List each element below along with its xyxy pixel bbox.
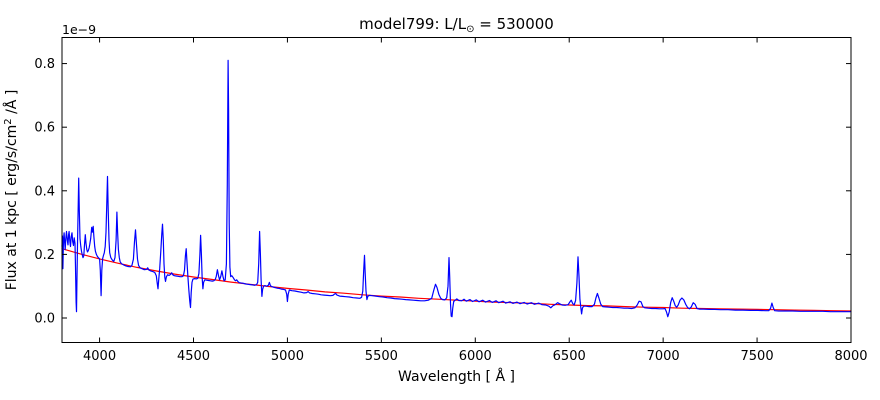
x-tick-label: 8000 (834, 349, 867, 364)
plot-title-suffix: = 530000 (474, 15, 553, 33)
plot-frame (61, 37, 852, 343)
y-axis-label-prefix: Flux at 1 kpc [ erg/s/cm (4, 125, 20, 291)
model-continuum-fit-line (61, 248, 852, 312)
sun-symbol: ⊙ (466, 24, 474, 35)
y-axis-offset-label: 1e−9 (62, 22, 96, 37)
x-tick-label: 4000 (83, 349, 116, 364)
x-tick-label: 5500 (365, 349, 398, 364)
observed-spectrum-line (61, 59, 852, 318)
x-tick-label: 4500 (177, 349, 210, 364)
x-axis: 4000 4500 5000 5500 6000 6500 7000 7500 8000 (83, 37, 868, 364)
plot-title-prefix: model799: L/L (359, 15, 467, 33)
y-tick-label: 0.8 (34, 57, 55, 72)
x-tick-label: 5000 (271, 349, 304, 364)
plot-title: model799: L/L⊙ = 530000 (359, 15, 554, 35)
y-axis-label-sup: 2 (3, 118, 14, 124)
x-axis-label: Wavelength [ Å ] (398, 368, 515, 385)
y-axis-label-suffix: /Å ] (3, 90, 20, 119)
x-tick-label: 7000 (647, 349, 680, 364)
y-axis-label: Flux at 1 kpc [ erg/s/cm2 /Å ] (3, 90, 20, 291)
x-tick-label: 7500 (741, 349, 774, 364)
y-tick-label: 0.6 (34, 121, 55, 136)
x-tick-label: 6000 (459, 349, 492, 364)
y-tick-label: 0.0 (34, 312, 55, 327)
y-tick-label: 0.2 (34, 248, 55, 263)
y-tick-label: 0.4 (34, 184, 55, 199)
y-axis: 0.0 0.2 0.4 0.6 0.8 (34, 57, 851, 327)
series-group (61, 59, 852, 318)
x-tick-label: 6500 (553, 349, 586, 364)
